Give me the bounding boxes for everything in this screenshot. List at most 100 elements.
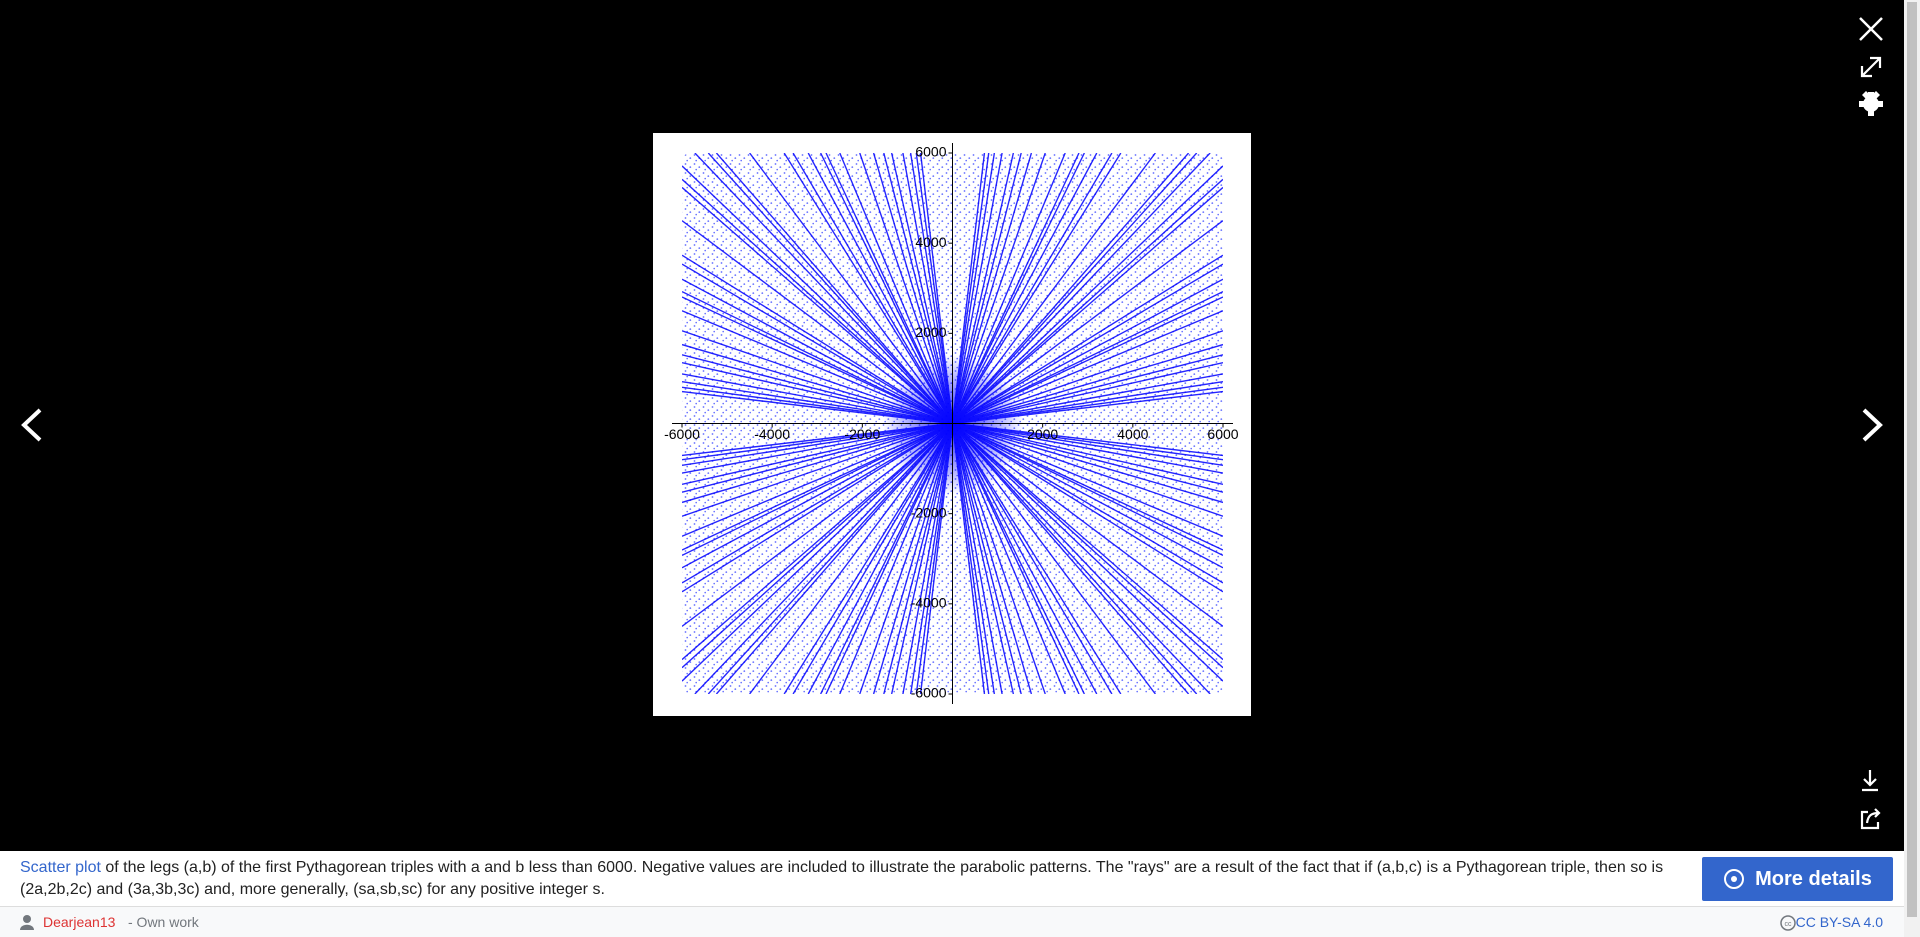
x-tick-label: 6000 (1207, 426, 1238, 442)
ray (951, 423, 1156, 694)
ray (715, 423, 954, 694)
ray (952, 422, 1223, 486)
more-details-button[interactable]: More details (1702, 857, 1893, 901)
ray (951, 423, 1122, 694)
scrollbar (1904, 0, 1920, 937)
ray (682, 422, 953, 467)
ray (952, 422, 1223, 551)
ray-pattern (682, 153, 1223, 694)
ray (682, 296, 953, 425)
ray (952, 296, 1223, 425)
next-arrow[interactable] (1862, 408, 1883, 442)
ray (682, 422, 953, 486)
ray (952, 422, 1223, 627)
media-viewer: -6000 -4000 -2000 2000 4000 6000 -6000 -4000 -20… (0, 0, 1904, 851)
chart: -6000 -4000 -2000 2000 4000 6000 -6000 -4000 -20… (21, 17, 1883, 830)
ray (682, 330, 953, 425)
share-icon[interactable] (1860, 808, 1881, 830)
ray (951, 153, 1098, 424)
cc-icon: cc (1780, 915, 1796, 931)
ray (682, 380, 953, 425)
ray (952, 373, 1223, 425)
y-tick-label: 6000 (915, 144, 946, 160)
attribution-bar: Dearjean13 - Own work cc CC BY-SA 4.0 (0, 907, 1904, 937)
ray (951, 423, 1066, 694)
ray (682, 422, 953, 569)
ray (952, 390, 1223, 425)
ray (682, 422, 953, 493)
caption-link[interactable]: Scatter plot (20, 859, 101, 876)
ray (951, 423, 1190, 694)
ray (682, 422, 953, 556)
ray (825, 423, 954, 694)
previous-arrow[interactable] (21, 408, 42, 442)
author-link[interactable]: Dearjean13 (43, 914, 116, 930)
ray (951, 423, 996, 694)
ray (682, 422, 953, 551)
ray (952, 330, 1223, 425)
ray (902, 153, 954, 424)
ray (952, 291, 1223, 425)
download-icon[interactable] (1862, 770, 1878, 792)
ray (682, 291, 953, 425)
ray (951, 153, 1113, 424)
ray (859, 153, 954, 424)
settings-icon[interactable] (1859, 91, 1883, 116)
ray (749, 423, 954, 694)
ray (890, 423, 954, 694)
ray (707, 423, 954, 694)
ray (951, 153, 1190, 424)
ray (682, 343, 953, 425)
ray (749, 153, 954, 424)
ray (682, 422, 953, 457)
ray (820, 423, 954, 694)
ray (951, 423, 1033, 694)
license-link[interactable]: CC BY-SA 4.0 (1795, 914, 1883, 930)
ray (915, 153, 954, 424)
ray (783, 153, 954, 424)
ray (919, 153, 954, 424)
ray (859, 423, 954, 694)
ray (951, 153, 1022, 424)
ray (694, 153, 954, 424)
caption-text: of the legs (a,b) of the first Pythagore… (20, 859, 1664, 898)
ray (951, 153, 1033, 424)
caption-bar: Scatter plot of the legs (a,b) of the fi… (0, 851, 1904, 907)
x-tick-label: -6000 (664, 426, 700, 442)
ray (951, 153, 996, 424)
ray (682, 386, 953, 425)
ray (872, 423, 954, 694)
ray (792, 423, 954, 694)
ray (951, 153, 1080, 424)
ray (909, 423, 954, 694)
ray (682, 422, 953, 537)
button-label[interactable]: More details (1755, 867, 1872, 890)
ray (951, 423, 1080, 694)
ray (952, 178, 1223, 425)
ray (951, 153, 990, 424)
y-tick-label: -4000 (911, 595, 947, 611)
ray (839, 153, 954, 424)
ray (682, 165, 953, 425)
x-tick-label: 4000 (1117, 426, 1148, 442)
ray (694, 423, 954, 694)
ray (825, 153, 954, 424)
ray (682, 186, 953, 425)
ray (952, 254, 1223, 425)
ray (952, 422, 1223, 457)
ray (951, 153, 1046, 424)
ray (883, 153, 954, 424)
close-icon[interactable] (1859, 17, 1883, 41)
ray (951, 423, 1022, 694)
ray (952, 422, 1223, 504)
scrollbar-thumb (1907, 2, 1917, 917)
ray (783, 423, 954, 694)
x-tick-label: -2000 (844, 426, 880, 442)
fullscreen-icon[interactable] (1860, 56, 1882, 78)
user-icon (20, 915, 34, 930)
ray (682, 178, 953, 425)
ray (915, 423, 954, 694)
x-tick-label: 2000 (1027, 426, 1058, 442)
ray (952, 422, 1223, 556)
